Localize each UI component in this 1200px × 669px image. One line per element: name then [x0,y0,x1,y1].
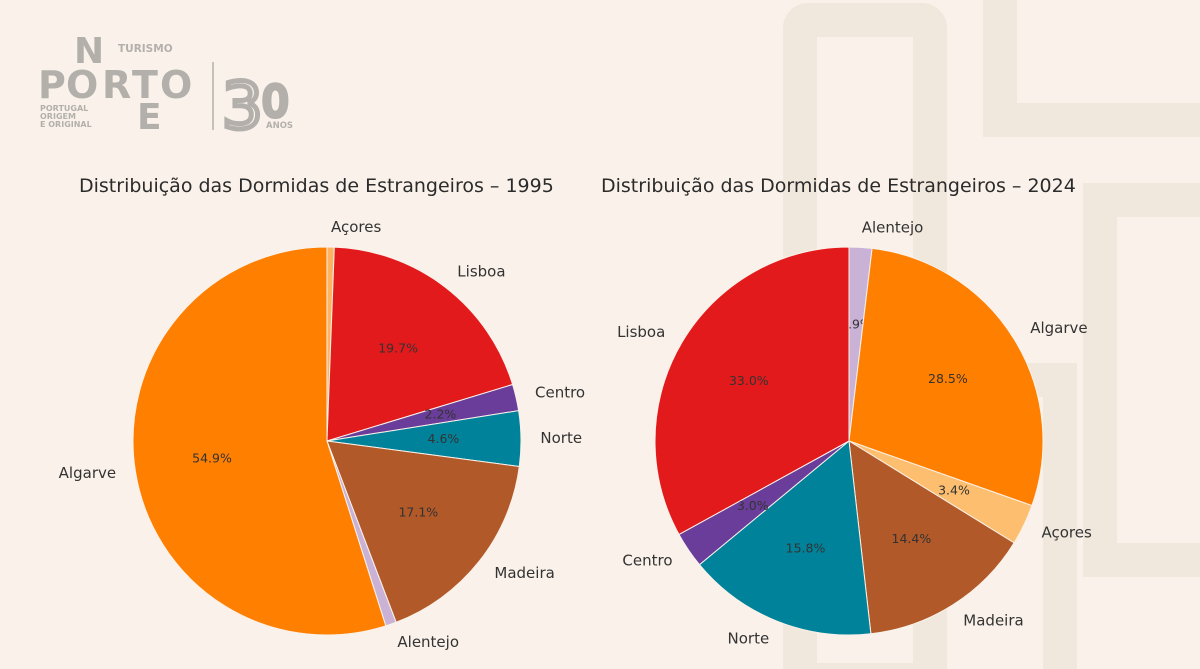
logo-letter-t: T [132,63,158,107]
logo-letter-o1: O [66,63,98,107]
pie-slice-1995-algarve [132,246,387,636]
slice-label-1995-lisboa: Lisboa [457,263,505,281]
chart-title-1995: Distribuição das Dormidas de Estrangeiro… [79,175,554,197]
pct-label-2024-acores: 3.4% [938,483,970,498]
logo-turismo: TURISMO [118,43,173,55]
slice-label-1995-centro: Centro [535,384,585,402]
slice-label-1995-algarve: Algarve [59,464,116,482]
logo-letter-p: P [38,63,66,107]
pct-label-1995-madeira: 17.1% [398,505,438,520]
pct-label-2024-lisboa: 33.0% [729,373,769,388]
pie-slice-2024-norte [698,440,872,636]
slice-label-2024-alentejo: Alentejo [862,219,924,237]
pct-label-2024-algarve: 28.5% [928,371,968,386]
turismo-porto-norte-logo: N P O R T O E TURISMO PORTUGAL ORIGEM E … [38,31,293,140]
pct-label-2024-norte: 15.8% [786,541,826,556]
logo-anniversary-0: 0 [262,77,289,126]
logo-anniversary-3: 3 [222,70,263,140]
chart-title-2024: Distribuição das Dormidas de Estrangeiro… [601,175,1076,197]
pie-slice-1995-madeira [326,440,520,623]
pie-slice-2024-madeira [848,440,1015,635]
slice-label-2024-lisboa: Lisboa [617,323,665,341]
slice-label-2024-algarve: Algarve [1030,319,1087,337]
pie-slice-2024-algarve [848,247,1044,507]
pct-label-1995-norte: 4.6% [428,431,460,446]
slice-label-1995-alentejo: Alentejo [397,633,459,651]
slice-label-2024-acores: Açores [1042,524,1092,542]
pct-label-2024-madeira: 14.4% [892,531,932,546]
slice-label-2024-madeira: Madeira [963,612,1023,630]
pie-slice-2024-lisboa [654,246,850,536]
slice-label-2024-centro: Centro [622,551,672,569]
slice-label-1995-madeira: Madeira [494,564,554,582]
logo-letter-r: R [102,63,131,107]
pie-chart-1995: Açores Lisboa 19.7% Centro 2.2% Norte 4.6% Made… [59,218,585,651]
pct-label-2024-centro: 3.0% [737,498,769,513]
pct-label-1995-centro: 2.2% [425,406,457,421]
slice-label-1995-norte: Norte [540,429,582,447]
logo-tagline-3: E ORIGINAL [40,120,92,129]
logo-tagline-2: ORIGEM [40,112,76,121]
pct-label-1995-algarve: 54.9% [192,450,232,465]
slice-label-2024-norte: Norte [728,629,770,647]
logo-letter-e: E [137,97,162,138]
logo-letter-o2: O [160,63,192,107]
slice-label-1995-acores: Açores [331,218,381,236]
pie-slice-1995-lisboa [326,246,514,442]
logo-letter-n: N [74,31,104,72]
pct-label-1995-lisboa: 19.7% [378,340,418,355]
logo-tagline-1: PORTUGAL [40,104,88,113]
logo-anos: ANOS [266,121,293,131]
